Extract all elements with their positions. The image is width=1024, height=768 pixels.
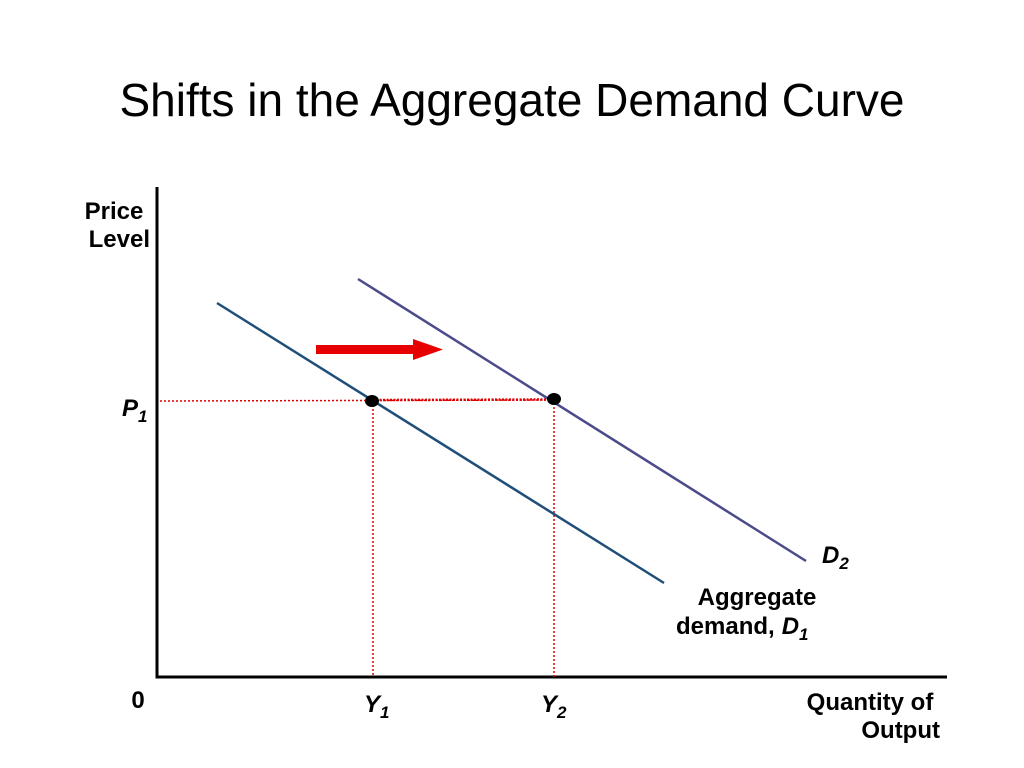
- symbol: P: [122, 395, 139, 422]
- subscript: 1: [380, 703, 389, 722]
- shift-guide: [375, 398, 552, 402]
- point-d2: [547, 393, 561, 405]
- subscript: 2: [556, 703, 567, 722]
- x-axis-label: Quantity of Output: [807, 689, 940, 744]
- quantity-label: Y2: [541, 691, 567, 722]
- x-axis-label-line: Quantity of: [807, 689, 935, 716]
- x-axis-label-line: Output: [861, 717, 940, 744]
- shift-arrow-head: [413, 339, 443, 360]
- shift-arrow-shaft: [316, 345, 416, 354]
- quantity-label: Y1: [364, 691, 389, 722]
- symbol: D: [782, 613, 799, 640]
- y-axis-label: Price Level: [85, 198, 150, 253]
- price-label: P1: [122, 395, 147, 426]
- symbol: Y: [541, 691, 559, 718]
- subscript: 2: [838, 554, 849, 573]
- d1-label-line2: demand, D1: [676, 613, 809, 644]
- symbol: Y: [364, 691, 382, 718]
- demand-curve-d1: [216, 301, 665, 585]
- d1-label-line1: Aggregate: [698, 584, 817, 611]
- point-d1: [365, 395, 379, 407]
- subscript: 1: [799, 625, 808, 644]
- subscript: 1: [138, 407, 147, 426]
- label-text: demand,: [676, 613, 775, 640]
- demand-curve-d2: [357, 277, 807, 563]
- price-guide: [159, 399, 555, 402]
- y-axis-label-line: Level: [89, 226, 150, 253]
- slide-title: Shifts in the Aggregate Demand Curve: [119, 74, 904, 126]
- d2-label: D2: [822, 542, 849, 573]
- symbol: D: [822, 542, 839, 569]
- origin-label: 0: [131, 687, 144, 714]
- y-axis-label-line: Price: [85, 198, 144, 225]
